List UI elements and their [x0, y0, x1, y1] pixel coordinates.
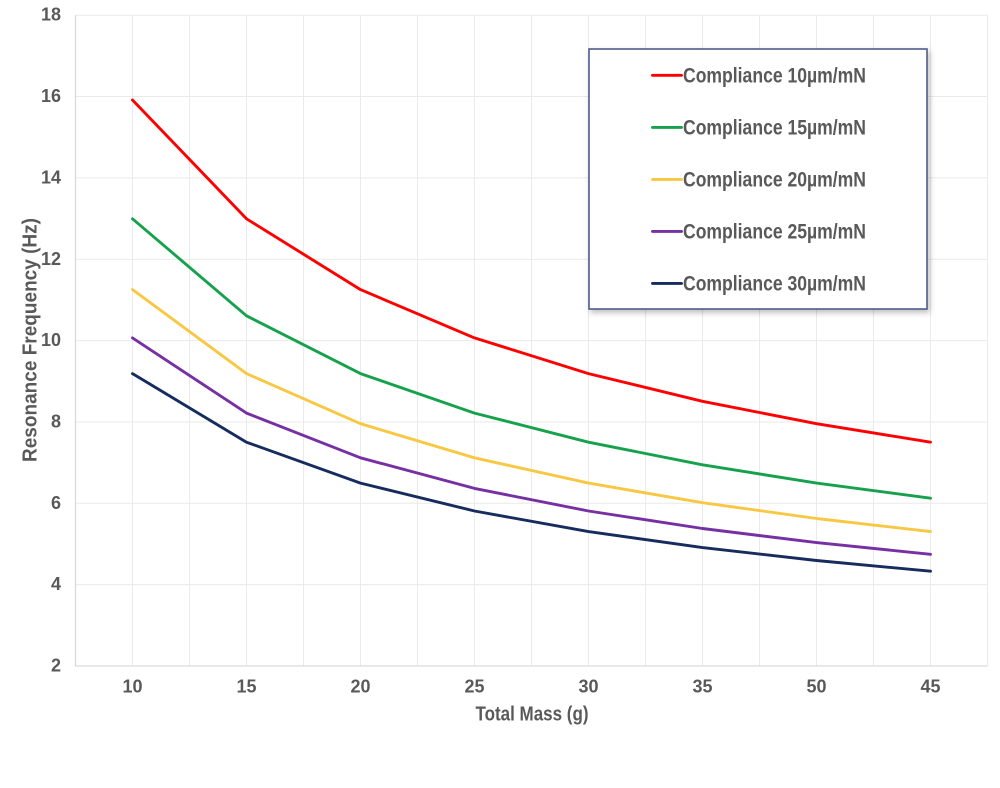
svg-text:Compliance 30µm/mN: Compliance 30µm/mN: [683, 272, 866, 295]
svg-text:6: 6: [51, 493, 61, 513]
svg-text:2: 2: [51, 656, 61, 676]
svg-text:Compliance 10µm/mN: Compliance 10µm/mN: [683, 64, 866, 87]
svg-text:14: 14: [41, 167, 61, 187]
svg-text:8: 8: [51, 411, 61, 431]
svg-text:45: 45: [920, 677, 940, 697]
svg-text:20: 20: [350, 677, 370, 697]
svg-text:4: 4: [51, 574, 61, 594]
svg-text:16: 16: [41, 86, 61, 106]
svg-text:18: 18: [41, 5, 61, 25]
svg-text:10: 10: [122, 677, 142, 697]
svg-text:10: 10: [41, 330, 61, 350]
svg-text:Compliance 15µm/mN: Compliance 15µm/mN: [683, 116, 866, 139]
svg-text:15: 15: [236, 677, 256, 697]
svg-text:Resonance Frequency (Hz): Resonance Frequency (Hz): [20, 218, 42, 462]
svg-text:25: 25: [464, 677, 484, 697]
svg-text:Compliance 25µm/mN: Compliance 25µm/mN: [683, 220, 866, 243]
svg-text:Total Mass (g): Total Mass (g): [476, 703, 589, 725]
svg-text:50: 50: [806, 677, 826, 697]
svg-text:Compliance 20µm/mN: Compliance 20µm/mN: [683, 168, 866, 191]
svg-text:30: 30: [578, 677, 598, 697]
svg-text:35: 35: [692, 677, 712, 697]
svg-text:12: 12: [41, 249, 61, 269]
